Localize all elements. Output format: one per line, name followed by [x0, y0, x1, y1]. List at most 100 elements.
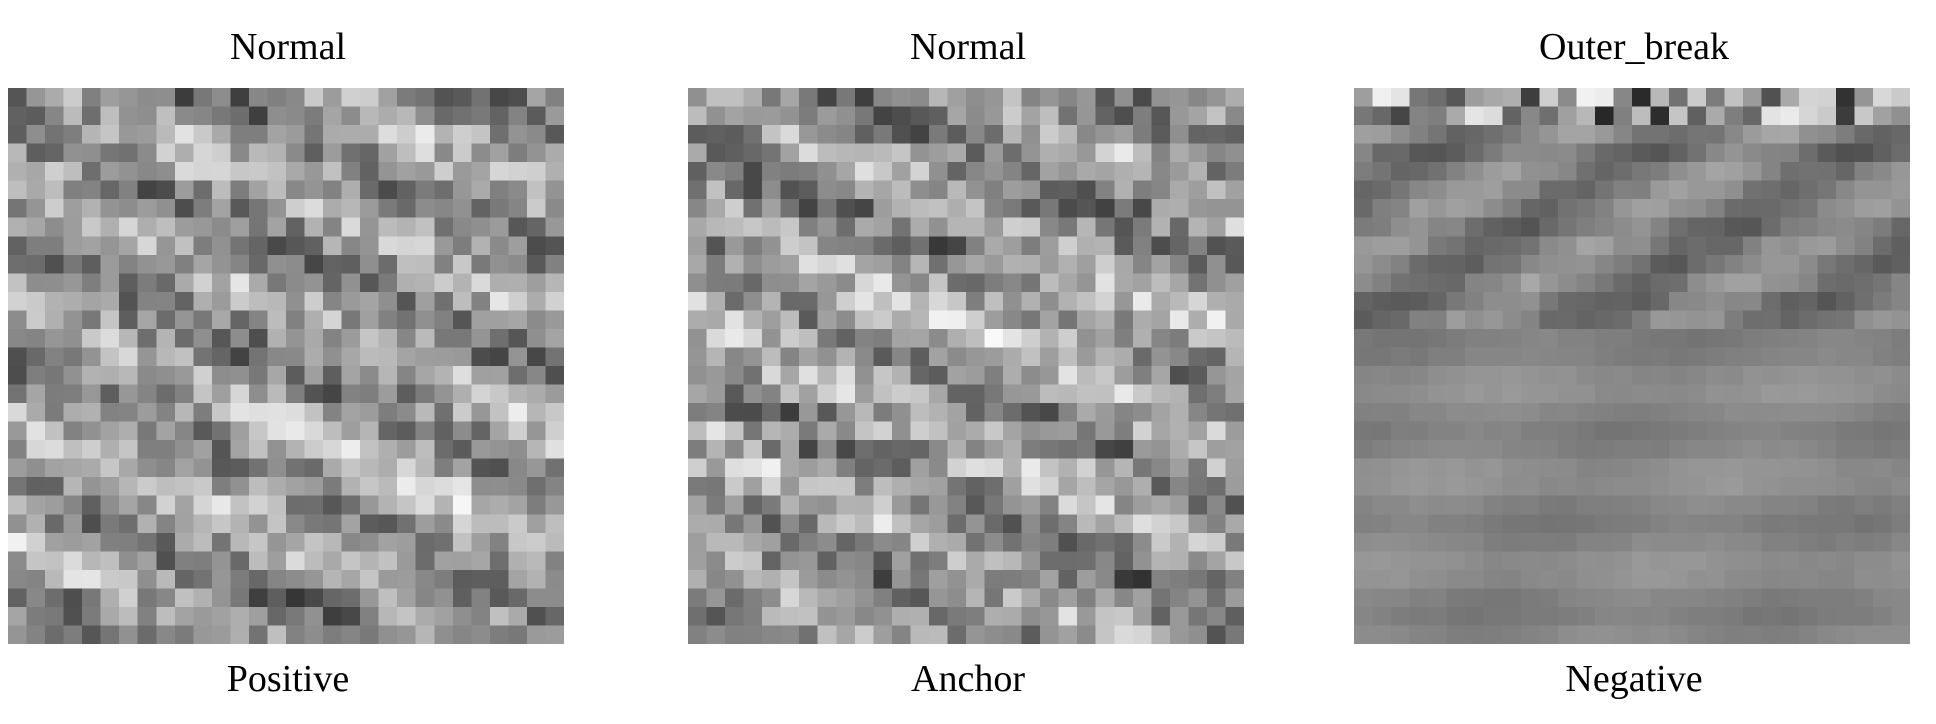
heatmap-cell	[966, 236, 986, 256]
heatmap-cell	[1151, 143, 1171, 163]
heatmap-cell	[508, 291, 528, 311]
heatmap-cell	[156, 514, 176, 534]
heatmap-cell	[1576, 569, 1596, 589]
heatmap-cell	[1169, 606, 1189, 626]
heatmap-cell	[8, 310, 28, 330]
heatmap-cell	[1465, 477, 1485, 497]
heatmap-cell	[230, 310, 250, 330]
heatmap-cell	[26, 236, 46, 256]
heatmap-cell	[119, 458, 139, 478]
heatmap-cell	[910, 625, 930, 644]
heatmap-cell	[1003, 162, 1023, 182]
heatmap-cell	[304, 384, 324, 404]
heatmap-cell	[8, 569, 28, 589]
heatmap-cell	[1372, 347, 1392, 367]
heatmap-cell	[1021, 328, 1041, 348]
heatmap-cell	[1354, 458, 1374, 478]
heatmap-cell	[873, 569, 893, 589]
heatmap-cell	[526, 366, 546, 386]
heatmap-cell	[1188, 403, 1208, 423]
heatmap-cell	[1446, 143, 1466, 163]
heatmap-cell	[8, 236, 28, 256]
heatmap-cell	[799, 403, 819, 423]
heatmap-cell	[688, 551, 708, 571]
heatmap-cell	[1761, 328, 1781, 348]
heatmap-cell	[1594, 88, 1614, 108]
heatmap-cell	[267, 366, 287, 386]
heatmap-cell	[8, 143, 28, 163]
heatmap-cell	[1706, 180, 1726, 200]
heatmap-cell	[1835, 569, 1855, 589]
heatmap-cell	[1835, 143, 1855, 163]
heatmap-cell	[1687, 421, 1707, 441]
heatmap-cell	[1835, 532, 1855, 552]
heatmap-cell	[1557, 236, 1577, 256]
heatmap-cell	[1483, 291, 1503, 311]
heatmap-cell	[1854, 310, 1874, 330]
heatmap-cell	[1058, 440, 1078, 460]
heatmap-cell	[1040, 236, 1060, 256]
heatmap-cell	[1095, 403, 1115, 423]
heatmap-cell	[780, 477, 800, 497]
heatmap-cell	[1206, 310, 1226, 330]
heatmap-cell	[1613, 403, 1633, 423]
heatmap-cell	[762, 236, 782, 256]
heatmap-cell	[1132, 162, 1152, 182]
panel-title-normal: Normal	[909, 26, 1027, 68]
heatmap-cell	[928, 162, 948, 182]
heatmap-cell	[545, 569, 564, 589]
heatmap-cell	[471, 495, 491, 515]
heatmap-cell	[137, 125, 157, 145]
heatmap-cell	[137, 421, 157, 441]
heatmap-cell	[1854, 421, 1874, 441]
heatmap-cell	[1040, 310, 1060, 330]
heatmap-cell	[817, 236, 837, 256]
heatmap-cell	[545, 273, 564, 293]
heatmap-cell	[1743, 199, 1763, 219]
heatmap-cell	[286, 88, 306, 108]
heatmap-cell	[817, 106, 837, 126]
heatmap-cell	[1594, 125, 1614, 145]
heatmap-cell	[1058, 328, 1078, 348]
heatmap-cell	[26, 291, 46, 311]
heatmap-cell	[891, 236, 911, 256]
heatmap-cell	[1743, 440, 1763, 460]
heatmap-cell	[1169, 440, 1189, 460]
heatmap-cell	[26, 458, 46, 478]
heatmap-cell	[267, 162, 287, 182]
heatmap-cell	[1021, 236, 1041, 256]
heatmap-cell	[1021, 477, 1041, 497]
heatmap-cell	[1761, 366, 1781, 386]
heatmap-cell	[1557, 421, 1577, 441]
heatmap-cell	[45, 384, 65, 404]
heatmap-cell	[1058, 384, 1078, 404]
heatmap-cell	[1539, 495, 1559, 515]
heatmap-cell	[100, 106, 120, 126]
heatmap-cell	[1354, 495, 1374, 515]
heatmap-cell	[854, 458, 874, 478]
heatmap-cell	[545, 625, 564, 644]
heatmap-cell	[1687, 366, 1707, 386]
heatmap-cell	[1428, 254, 1448, 274]
heatmap-cell	[1040, 625, 1060, 644]
heatmap-cell	[1706, 236, 1726, 256]
heatmap-cell	[1169, 254, 1189, 274]
heatmap-cell	[799, 88, 819, 108]
heatmap-cell	[452, 347, 472, 367]
heatmap-cell	[397, 143, 417, 163]
heatmap-cell	[1188, 514, 1208, 534]
heatmap-cell	[26, 273, 46, 293]
heatmap-cell	[100, 625, 120, 644]
heatmap-cell	[1206, 458, 1226, 478]
heatmap-cell	[137, 291, 157, 311]
heatmap-cell	[304, 477, 324, 497]
heatmap-cell	[1724, 180, 1744, 200]
heatmap-cell	[1724, 403, 1744, 423]
heatmap-cell	[304, 495, 324, 515]
heatmap-cell	[100, 569, 120, 589]
heatmap-cell	[910, 162, 930, 182]
heatmap-cell	[1632, 495, 1652, 515]
heatmap-cell	[1798, 366, 1818, 386]
heatmap-cell	[230, 162, 250, 182]
heatmap-cell	[211, 291, 231, 311]
